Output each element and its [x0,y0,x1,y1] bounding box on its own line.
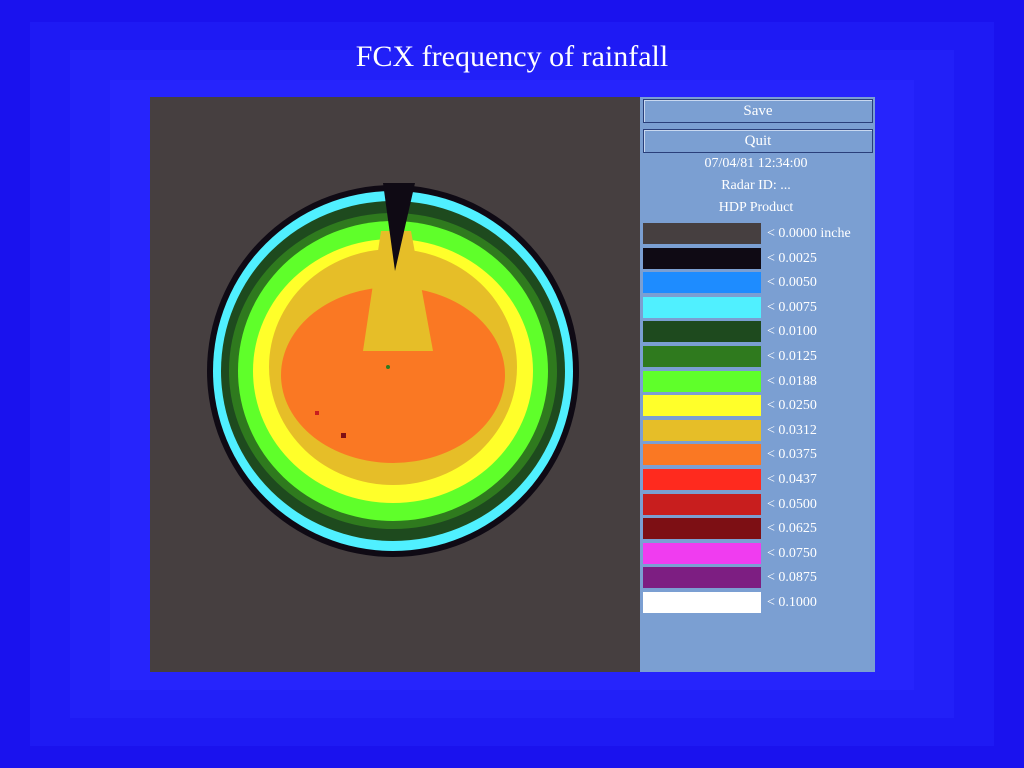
legend-label: < 0.0025 [767,250,817,266]
legend-swatch [643,346,761,367]
legend-label: < 0.0625 [767,521,817,537]
slide-title: FCX frequency of rainfall [355,40,669,73]
legend-swatch [643,395,761,417]
legend-label: < 0.0075 [767,299,817,315]
info-line: HDP Product [718,200,794,215]
legend-swatch [643,247,761,269]
info-line: Radar ID: ... [721,178,791,193]
legend-swatch [643,542,761,564]
legend-label: < 0.0188 [767,373,817,389]
legend-label: < 0.0250 [767,398,817,414]
legend-label: < 0.0100 [767,324,817,340]
legend-swatch [643,493,761,515]
legend-label: < 0.0050 [767,275,817,291]
legend-label: < 0.0437 [767,472,817,487]
legend-label: < 0.0375 [767,447,817,463]
legend-swatch [643,370,761,392]
legend-label: < 0.0875 [767,570,817,586]
radar-image [150,97,640,672]
legend-swatch [643,272,761,294]
legend-label: < 0.0750 [767,545,817,561]
legend-swatch [643,419,761,441]
legend-swatch [643,592,761,613]
info-line: 07/04/81 12:34:00 [704,156,808,171]
legend-swatch [643,223,761,244]
radar-map [207,183,579,557]
legend-label: < 0.0312 [767,422,817,438]
legend-swatch [643,469,761,490]
legend-label: < 0.0125 [767,349,817,364]
legend-swatch [643,444,761,466]
control-panel: Save Quit 07/04/81 12:34:00 Radar ID: ... HD… [640,97,875,672]
legend-label: < 0.0500 [767,496,817,512]
legend-swatch [643,518,761,540]
button[interactable]: Save [643,99,873,123]
legend-label: < 0.0000 inche [767,226,851,241]
legend-swatch [643,296,761,318]
legend-swatch [643,321,761,343]
legend-swatch [643,567,761,589]
legend-label: < 0.1000 [767,595,817,610]
button[interactable]: Quit [643,129,873,153]
